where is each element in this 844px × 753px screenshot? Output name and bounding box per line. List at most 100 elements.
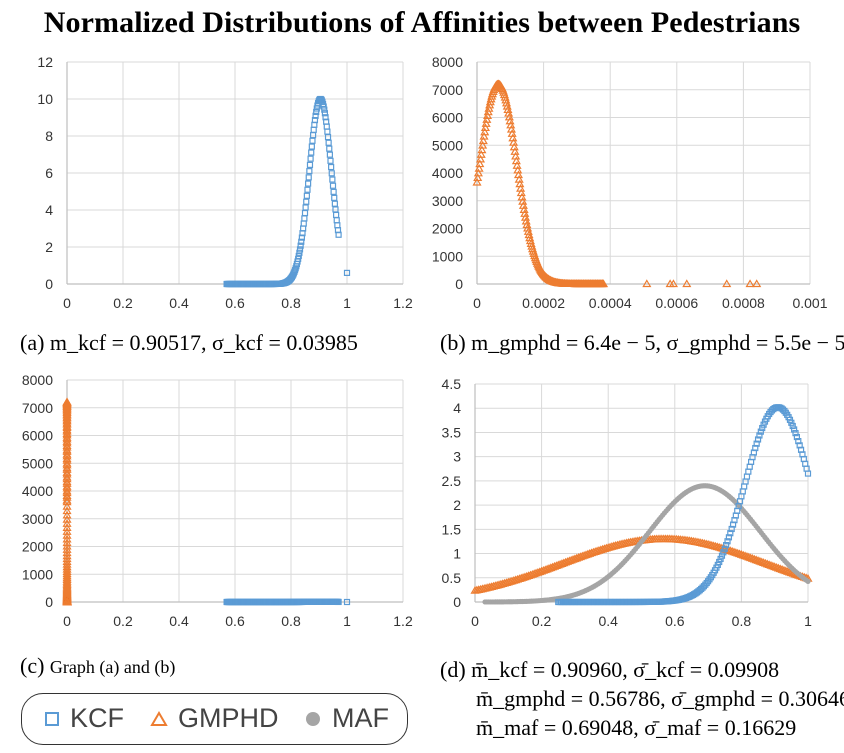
outlier-point-gmphd xyxy=(752,279,762,288)
x-tick-label: 1 xyxy=(343,613,351,629)
series-maf xyxy=(482,483,811,605)
data-point-gmphd xyxy=(727,546,737,555)
data-point-gmphd xyxy=(523,227,533,235)
data-point-gmphd xyxy=(779,565,789,574)
data-point-gmphd xyxy=(62,527,72,535)
caption-a: (a) m_kcf = 0.90517, σ_kcf = 0.03985 xyxy=(20,330,358,356)
triangle-marker-icon xyxy=(150,710,168,726)
x-tick-label: 0.4 xyxy=(598,613,618,629)
y-tick-label: 3 xyxy=(453,449,461,465)
caption-a-tag: (a) xyxy=(20,330,45,355)
data-point-kcf xyxy=(295,252,302,260)
x-tick-label: 0.2 xyxy=(113,295,133,311)
square-marker-icon xyxy=(45,711,59,726)
data-point-gmphd xyxy=(783,567,793,575)
data-point-gmphd xyxy=(522,220,532,229)
caption-b-tag: (b) xyxy=(440,330,466,355)
data-point-kcf xyxy=(329,176,336,183)
x-tick-label: 0 xyxy=(473,295,481,311)
x-tick-label: 0.8 xyxy=(281,295,301,311)
data-point-gmphd xyxy=(757,557,767,566)
data-point-gmphd xyxy=(62,510,72,519)
data-point-gmphd xyxy=(62,523,72,531)
data-point-gmphd xyxy=(729,547,739,556)
legend: KCF GMPHD MAF xyxy=(21,693,408,745)
data-point-kcf xyxy=(313,108,320,116)
data-point-gmphd xyxy=(62,430,72,439)
data-point-kcf xyxy=(297,242,304,249)
data-point-kcf xyxy=(300,220,307,227)
data-point-kcf xyxy=(306,168,313,175)
data-point-kcf xyxy=(306,161,314,168)
data-point-kcf xyxy=(718,552,726,559)
data-point-kcf xyxy=(717,555,724,563)
data-point-gmphd xyxy=(475,159,485,168)
x-tick-label: 0.0004 xyxy=(589,295,632,311)
data-point-kcf xyxy=(745,468,752,475)
data-point-gmphd xyxy=(62,497,72,506)
legend-label-gmphd: GMPHD xyxy=(178,703,279,733)
data-point-kcf xyxy=(303,192,310,199)
data-point-gmphd xyxy=(501,95,511,104)
y-tick-label: 12 xyxy=(37,54,53,70)
data-point-kcf xyxy=(309,137,316,144)
y-tick-label: 8000 xyxy=(22,372,53,388)
data-point-gmphd xyxy=(526,239,536,247)
data-point-gmphd xyxy=(62,501,72,510)
x-tick-label: 0.2 xyxy=(113,613,133,629)
legend-entry-gmphd: GMPHD xyxy=(150,703,279,734)
y-tick-label: 4.5 xyxy=(442,376,462,392)
data-point-kcf xyxy=(330,188,337,195)
data-point-kcf xyxy=(308,143,315,150)
data-point-kcf xyxy=(302,204,309,211)
data-point-gmphd xyxy=(62,479,72,487)
data-point-kcf xyxy=(753,440,760,447)
data-point-gmphd xyxy=(62,456,72,464)
y-tick-label: 3.5 xyxy=(442,424,462,440)
data-point-gmphd xyxy=(62,423,72,432)
data-point-gmphd xyxy=(62,488,72,497)
outlier-point-gmphd xyxy=(722,279,732,288)
x-tick-label: 0.0002 xyxy=(522,295,565,311)
y-tick-label: 1000 xyxy=(432,248,463,264)
caption-d: (d) m̄_kcf = 0.90960, σ̄_kcf = 0.09908 m… xyxy=(440,655,844,742)
data-point-gmphd xyxy=(480,127,490,136)
data-point-gmphd xyxy=(747,554,758,562)
data-point-gmphd xyxy=(764,560,774,569)
chart-b: 0 0.0002 0.0004 0.0006 0.0008 0.001 0 1000 2000 3… xyxy=(432,54,828,311)
data-point-gmphd xyxy=(762,559,772,568)
y-tick-label: 0 xyxy=(45,276,53,292)
data-point-gmphd xyxy=(62,451,72,460)
data-point-gmphd xyxy=(62,426,72,435)
outlier-point-kcf xyxy=(343,269,351,276)
data-point-kcf xyxy=(720,549,727,556)
data-point-gmphd xyxy=(736,550,746,558)
data-point-kcf xyxy=(727,530,734,537)
y-tick-label: 2.5 xyxy=(442,473,462,489)
data-point-kcf xyxy=(309,132,317,139)
data-point-gmphd xyxy=(502,101,512,110)
data-point-maf xyxy=(805,578,811,585)
data-point-gmphd xyxy=(499,90,509,99)
data-point-kcf xyxy=(326,151,333,158)
data-point-gmphd xyxy=(773,563,783,572)
data-point-gmphd xyxy=(473,173,483,182)
y-tick-label: 1 xyxy=(453,546,461,562)
y-tick-label: 0 xyxy=(453,594,461,610)
data-point-gmphd xyxy=(62,506,72,515)
data-point-kcf xyxy=(326,145,333,152)
data-point-gmphd xyxy=(478,136,488,145)
data-point-kcf xyxy=(759,424,766,432)
legend-entry-maf: MAF xyxy=(304,703,389,734)
data-point-kcf xyxy=(789,422,796,430)
data-point-gmphd xyxy=(482,115,492,123)
x-tick-label: 0 xyxy=(471,613,479,629)
data-point-gmphd xyxy=(784,567,795,576)
data-point-kcf xyxy=(310,126,317,133)
data-point-kcf xyxy=(724,538,731,545)
data-point-gmphd xyxy=(472,177,482,186)
y-tick-label: 7000 xyxy=(22,400,53,416)
data-point-gmphd xyxy=(742,552,752,560)
data-point-kcf xyxy=(320,103,327,110)
data-point-kcf xyxy=(333,217,340,224)
